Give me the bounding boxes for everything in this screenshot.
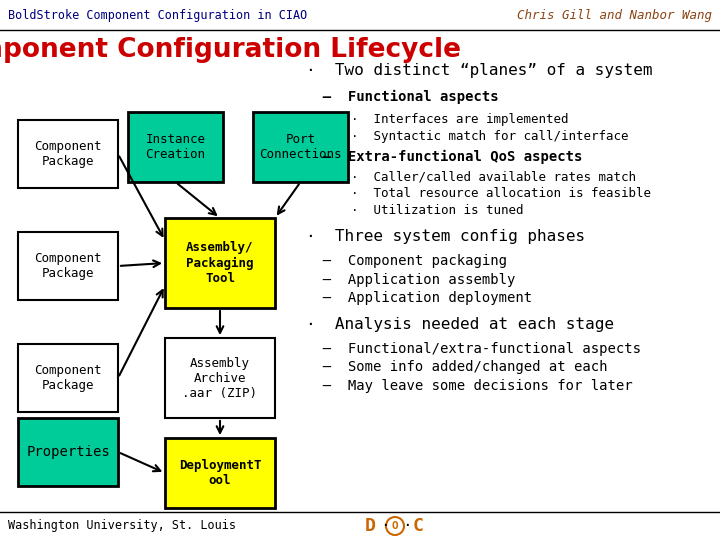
Text: –  Extra-functional QoS aspects: – Extra-functional QoS aspects xyxy=(306,150,582,164)
Text: Port
Connections: Port Connections xyxy=(259,133,342,161)
Bar xyxy=(18,232,118,300)
Text: ·  Analysis needed at each stage: · Analysis needed at each stage xyxy=(306,316,614,332)
Text: Component Configuration Lifecycle: Component Configuration Lifecycle xyxy=(0,37,462,63)
Text: Instance
Creation: Instance Creation xyxy=(145,133,205,161)
Bar xyxy=(165,438,275,508)
Text: Assembly/
Packaging
Tool: Assembly/ Packaging Tool xyxy=(186,241,253,285)
Text: Component
Package: Component Package xyxy=(35,364,102,392)
Text: Component
Package: Component Package xyxy=(35,252,102,280)
Text: ·  Two distinct “planes” of a system: · Two distinct “planes” of a system xyxy=(306,63,652,78)
Text: D: D xyxy=(364,517,375,535)
Bar xyxy=(18,344,118,412)
Text: –  Application assembly: – Application assembly xyxy=(306,273,516,287)
Bar xyxy=(165,218,275,308)
Bar xyxy=(18,120,118,188)
Text: O: O xyxy=(392,521,398,531)
Text: C: C xyxy=(413,517,423,535)
Bar xyxy=(165,338,275,418)
Text: Washington University, St. Louis: Washington University, St. Louis xyxy=(8,519,236,532)
Text: BoldStroke Component Configuration in CIAO: BoldStroke Component Configuration in CI… xyxy=(8,10,307,23)
Text: ·  Total resource allocation is feasible: · Total resource allocation is feasible xyxy=(306,187,651,200)
Text: ·  Three system config phases: · Three system config phases xyxy=(306,229,585,244)
Text: –  Application deployment: – Application deployment xyxy=(306,291,532,305)
Text: ·  Syntactic match for call/interface: · Syntactic match for call/interface xyxy=(306,130,629,143)
Text: –  Functional/extra-functional aspects: – Functional/extra-functional aspects xyxy=(306,342,641,356)
Bar xyxy=(18,418,118,486)
Text: Assembly
Archive
.aar (ZIP): Assembly Archive .aar (ZIP) xyxy=(182,356,258,400)
Bar xyxy=(253,112,348,182)
Text: ·  Interfaces are implemented: · Interfaces are implemented xyxy=(306,113,569,126)
Text: –  Component packaging: – Component packaging xyxy=(306,254,507,268)
Text: Component
Package: Component Package xyxy=(35,140,102,168)
Text: –  Functional aspects: – Functional aspects xyxy=(306,90,499,104)
Text: ·  Utilization is tuned: · Utilization is tuned xyxy=(306,204,523,217)
Bar xyxy=(128,112,223,182)
Text: ·: · xyxy=(404,517,410,535)
Text: DeploymentT
ool: DeploymentT ool xyxy=(179,459,261,487)
Text: Chris Gill and Nanbor Wang: Chris Gill and Nanbor Wang xyxy=(517,10,712,23)
Text: ·: · xyxy=(382,517,388,535)
Text: Properties: Properties xyxy=(26,445,110,459)
Text: –  Some info added/changed at each: – Some info added/changed at each xyxy=(306,360,608,374)
Text: ·  Caller/called available rates match: · Caller/called available rates match xyxy=(306,171,636,184)
Text: –  May leave some decisions for later: – May leave some decisions for later xyxy=(306,379,633,393)
